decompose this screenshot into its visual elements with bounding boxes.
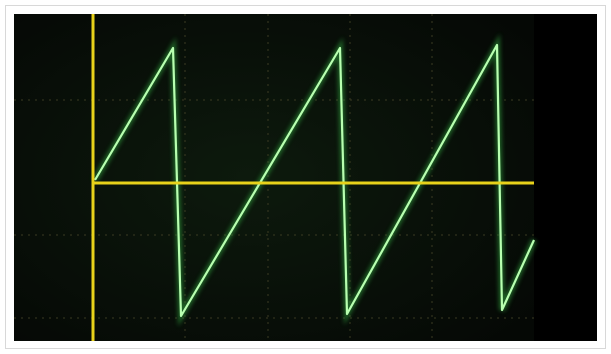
oscilloscope-image (0, 0, 611, 354)
screenshot (0, 0, 611, 354)
